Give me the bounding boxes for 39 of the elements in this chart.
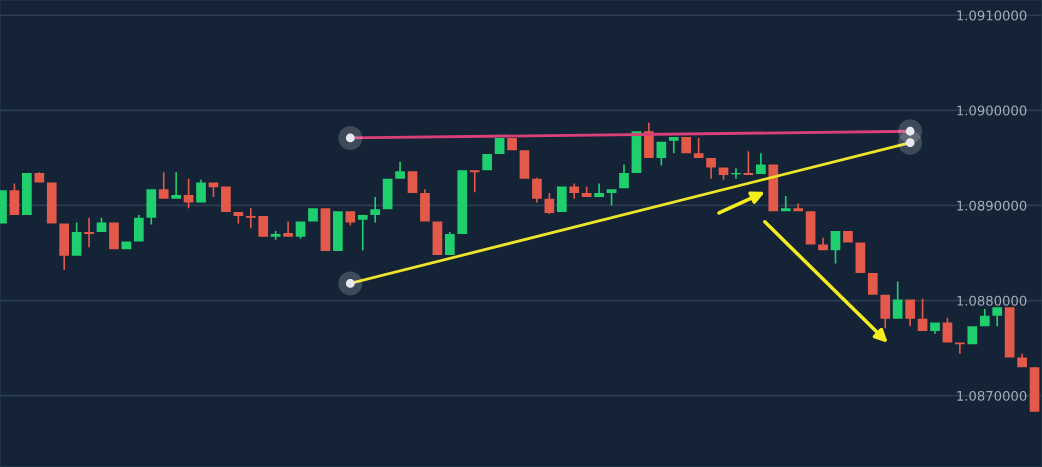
candlestick — [706, 157, 716, 179]
candlestick — [880, 294, 891, 329]
candlestick — [34, 172, 45, 183]
point — [338, 125, 363, 150]
candlestick — [357, 214, 368, 251]
candlestick — [133, 214, 144, 242]
candlestick — [930, 322, 940, 334]
candlestick — [420, 189, 430, 222]
candlestick — [793, 203, 804, 212]
candlestick — [668, 136, 679, 154]
candlestick — [731, 168, 741, 179]
candlestick — [146, 189, 157, 225]
candlestick — [395, 161, 405, 179]
point — [898, 130, 923, 155]
point — [338, 271, 363, 296]
candlestick — [955, 342, 965, 354]
y-tick-label: 1.0880000 — [957, 295, 1027, 306]
y-tick-label: 1.0900000 — [957, 105, 1027, 116]
candlestick — [594, 183, 604, 197]
candlestick — [843, 231, 853, 243]
candlestick — [532, 177, 542, 203]
candlestick — [345, 211, 356, 226]
candlestick — [469, 170, 480, 193]
candlestick — [84, 217, 94, 248]
candlestick — [818, 237, 828, 251]
y-tick-label: 1.0870000 — [957, 390, 1027, 401]
candlestick — [171, 172, 182, 199]
candlestick — [569, 183, 580, 199]
candlestick — [892, 281, 903, 319]
candlestick — [245, 208, 256, 229]
candlestick — [992, 307, 1003, 327]
candlestick — [283, 221, 293, 237]
candlestick — [370, 196, 381, 223]
y-tick-label: 1.0910000 — [957, 10, 1027, 21]
candlestick — [308, 208, 318, 222]
y-tick-label: 1.0890000 — [957, 200, 1027, 211]
candlestick — [780, 195, 791, 212]
candlestick — [756, 153, 766, 175]
candlestick — [158, 172, 169, 199]
